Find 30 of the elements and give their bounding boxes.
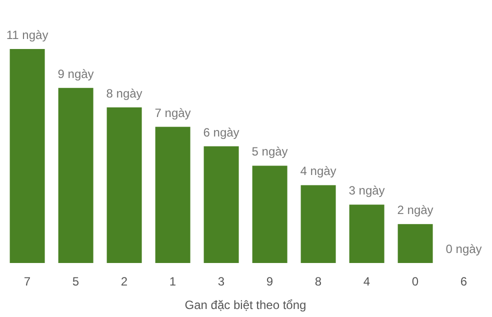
x-tick-label: 0 <box>412 274 419 289</box>
data-label: 11 ngày <box>6 28 48 42</box>
x-tick-label: 3 <box>218 274 225 289</box>
x-tick-label: 4 <box>363 274 370 289</box>
x-tick-label: 9 <box>266 274 274 289</box>
data-label: 5 ngày <box>252 144 288 159</box>
data-label: 0 ngày <box>446 242 482 256</box>
data-label: 6 ngày <box>203 125 240 140</box>
x-tick-label: 6 <box>460 274 468 289</box>
bar <box>155 126 190 263</box>
x-tick-label: 1 <box>169 274 176 289</box>
x-axis-title: Gan đặc biệt theo tổng <box>184 298 306 312</box>
bar <box>398 224 433 263</box>
data-label: 4 ngày <box>300 164 336 178</box>
bar <box>106 107 142 263</box>
bar <box>349 204 384 263</box>
bar <box>58 88 94 263</box>
data-label: 7 ngày <box>154 106 191 120</box>
bar <box>300 185 336 263</box>
x-tick-label: 8 <box>314 274 322 289</box>
data-label: 2 ngày <box>397 203 434 218</box>
x-tick-label: 5 <box>72 274 80 289</box>
bar <box>252 166 288 263</box>
x-tick-label: 2 <box>120 274 128 289</box>
data-label: 9 ngày <box>58 66 94 81</box>
data-label: 8 ngày <box>106 86 142 100</box>
x-tick-label: 7 <box>24 274 31 289</box>
data-label: 3 ngày <box>348 184 385 198</box>
bar <box>204 146 239 263</box>
bar <box>10 49 45 263</box>
